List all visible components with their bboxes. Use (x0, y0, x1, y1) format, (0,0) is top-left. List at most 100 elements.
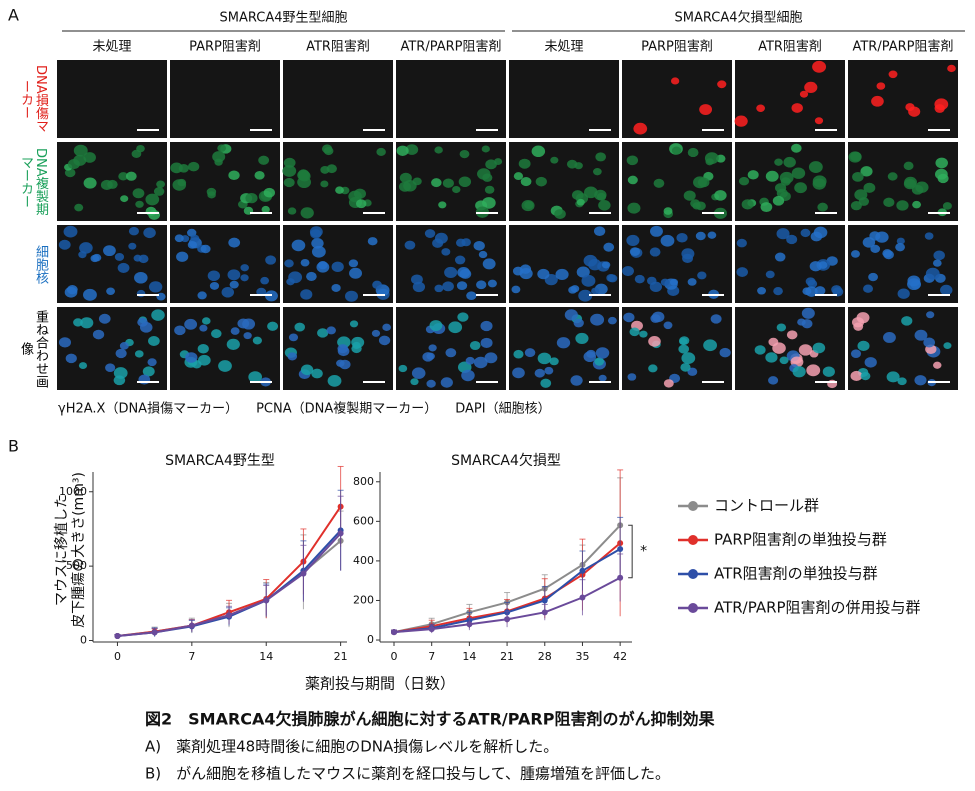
cell (73, 154, 87, 166)
cell (412, 281, 426, 293)
cell (410, 378, 419, 386)
cell (73, 144, 88, 157)
cell (663, 207, 673, 215)
cell (267, 321, 279, 331)
column-label: ATR/PARP阻害剤 (400, 39, 501, 55)
cell (317, 328, 329, 338)
cell (300, 258, 310, 267)
cell (595, 152, 607, 162)
cell (265, 255, 277, 265)
marker-legend: γH2A.X（DNA損傷マーカー） (58, 402, 238, 417)
cell (228, 237, 241, 248)
cell (480, 337, 493, 348)
y-tick-label: 200 (353, 593, 374, 606)
cell (466, 291, 477, 301)
cell (681, 352, 696, 364)
cell (367, 237, 378, 246)
cell (924, 232, 934, 240)
cell (765, 170, 779, 182)
cell (209, 281, 220, 290)
cell (452, 185, 461, 194)
x-tick-label: 35 (575, 650, 589, 663)
cell (80, 317, 94, 329)
cell (197, 291, 207, 300)
cell (535, 176, 547, 187)
cell (593, 167, 602, 176)
data-point (151, 629, 158, 636)
caption-line: B) がん細胞を移植したマウスに薬剤を経口投与して、腫瘍増殖を評価した。 (145, 765, 670, 783)
cell (371, 329, 381, 337)
cell (237, 318, 250, 329)
y-axis-label: マウスに移植した (54, 494, 70, 606)
y-tick-label: 500 (66, 559, 87, 572)
y-tick-label: 0 (367, 633, 374, 646)
cell (348, 259, 359, 268)
cell (442, 178, 454, 188)
cell (311, 245, 326, 258)
cell (211, 329, 222, 339)
cell (117, 262, 130, 273)
cell (336, 359, 345, 367)
cell (794, 182, 807, 194)
row-label: DNA損傷マーカー (18, 65, 48, 133)
data-point (617, 546, 624, 553)
cell (287, 207, 297, 215)
x-tick-label: 7 (428, 650, 435, 663)
cell (544, 366, 554, 375)
cell (897, 288, 910, 299)
cell (556, 337, 571, 349)
cell (78, 362, 88, 370)
cell (818, 261, 828, 269)
cell (300, 289, 313, 300)
cell (58, 239, 71, 250)
x-tick-label: 42 (613, 650, 627, 663)
data-point (579, 594, 586, 601)
data-point (188, 622, 195, 629)
cell (240, 264, 249, 272)
column-label: ATR阻害剤 (306, 39, 370, 55)
cell (648, 336, 661, 347)
cell (484, 352, 498, 364)
micrograph (283, 60, 393, 138)
cell (629, 327, 640, 337)
y-tick-label: 0 (80, 634, 87, 647)
micrograph (57, 307, 167, 390)
cell (869, 231, 881, 241)
cell (482, 258, 496, 270)
cell (248, 371, 263, 383)
cell (153, 187, 165, 196)
data-point (579, 567, 586, 574)
cell (925, 267, 940, 280)
cell (90, 254, 100, 263)
cell (484, 185, 495, 194)
cell (134, 350, 144, 358)
cell (669, 278, 679, 286)
cell (473, 356, 488, 369)
cell (907, 278, 921, 291)
cell (151, 309, 165, 321)
cell (243, 332, 252, 340)
cell (934, 168, 948, 180)
cell (779, 356, 789, 365)
cell (156, 292, 166, 301)
chart-title: SMARCA4野生型 (165, 453, 275, 469)
column-label: 未処理 (544, 40, 583, 55)
cell (227, 269, 241, 281)
cell (774, 252, 786, 262)
legend-label: PARP阻害剤の単独投与群 (714, 531, 887, 549)
cell (868, 272, 878, 282)
x-axis-label: 薬剤投与期間（日数） (305, 675, 455, 693)
cell (252, 336, 262, 345)
cell (291, 239, 306, 252)
cell (176, 251, 189, 262)
legend-marker (688, 501, 698, 511)
cell (434, 232, 448, 244)
cell (791, 103, 803, 113)
cell (626, 155, 639, 166)
cell (513, 349, 524, 359)
cell (570, 375, 583, 386)
cell (772, 342, 786, 354)
cell (103, 245, 116, 257)
cell (254, 171, 265, 180)
cell (212, 151, 226, 163)
